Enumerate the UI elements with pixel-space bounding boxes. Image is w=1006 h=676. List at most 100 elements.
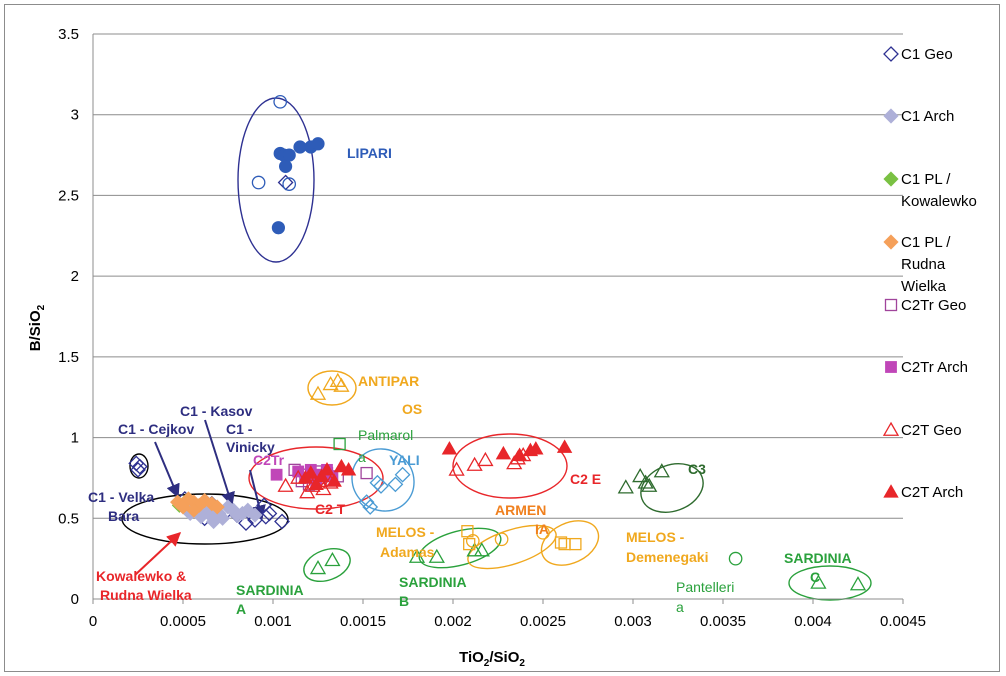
x-tick-label: 0.0035 xyxy=(700,613,746,630)
legend-label: C2Tr Geo xyxy=(901,297,966,314)
legend-marker xyxy=(883,108,899,124)
legend-marker xyxy=(883,234,899,250)
data-point xyxy=(271,221,285,235)
annotation-label: OS xyxy=(402,401,422,417)
data-point xyxy=(322,375,339,391)
y-tick-label: 2 xyxy=(71,268,79,285)
legend-marker xyxy=(883,171,899,187)
data-point xyxy=(569,537,582,551)
data-point xyxy=(617,479,634,494)
data-point xyxy=(810,574,827,589)
data-point xyxy=(324,551,341,567)
legend-label: C2T Arch xyxy=(901,484,963,501)
data-point xyxy=(309,385,327,400)
group-ellipse xyxy=(640,463,704,513)
annotation-label: YALI xyxy=(389,452,420,468)
annotation-label: Bara xyxy=(108,508,139,524)
data-point xyxy=(506,455,523,470)
data-point xyxy=(728,551,743,566)
data-point xyxy=(387,476,404,493)
group-ellipses xyxy=(121,97,872,601)
group-ellipse xyxy=(303,547,351,583)
data-point xyxy=(340,462,357,476)
legend-label: C1 PL / xyxy=(901,171,951,188)
data-point xyxy=(358,494,375,511)
data-point xyxy=(186,502,202,518)
data-point xyxy=(428,548,445,563)
y-tick-label: 0 xyxy=(71,591,79,608)
group-ellipse xyxy=(540,520,600,566)
data-point xyxy=(326,473,342,487)
data-point xyxy=(466,456,483,471)
legend-marker xyxy=(883,46,899,62)
data-point xyxy=(511,447,528,461)
data-point xyxy=(632,468,649,483)
data-point xyxy=(238,515,254,532)
legend: C1 Geo C1 Arch C1 PL / Kowalewko C1 PL / Rudn… xyxy=(882,46,977,501)
annotation-label: ARMEN xyxy=(495,502,546,518)
annotation-label: Demenegaki xyxy=(626,549,708,565)
annotation-label: Kowalewko & xyxy=(96,568,186,584)
annotation-label: SARDINIA xyxy=(399,574,467,590)
data-point xyxy=(362,499,379,515)
data-point xyxy=(473,542,490,557)
data-point xyxy=(394,466,411,483)
data-point xyxy=(373,478,389,494)
annotation-label: MELOS - xyxy=(376,524,435,540)
data-points xyxy=(128,94,867,591)
data-point xyxy=(319,462,335,476)
data-point xyxy=(360,466,373,480)
data-point xyxy=(309,560,327,575)
data-point xyxy=(333,377,350,392)
x-tick-label: 0.0025 xyxy=(520,613,566,630)
legend-label: C1 Geo xyxy=(901,46,953,63)
legend-marker xyxy=(885,361,897,373)
annotation-arrow xyxy=(154,441,180,499)
annotation-label: C1 - xyxy=(226,421,253,437)
group-ellipse xyxy=(788,565,872,601)
data-point xyxy=(278,159,293,173)
legend-marker xyxy=(882,421,900,436)
chart-frame xyxy=(4,4,1000,672)
annotation-label: Rudna Wielka xyxy=(100,587,192,603)
legend-label: C1 PL / xyxy=(901,234,951,251)
annotation-label: ANTIPAR xyxy=(358,373,419,389)
y-tick-label: 1.5 xyxy=(58,349,79,366)
group-ellipse xyxy=(452,433,568,499)
data-point xyxy=(251,175,266,190)
annotation-label: C1 - Cejkov xyxy=(118,421,194,437)
legend-label: Kowalewko xyxy=(901,193,977,210)
y-tick-label: 1 xyxy=(71,430,79,447)
data-point xyxy=(494,532,509,547)
annotation-label: C2 T xyxy=(315,501,346,517)
data-point xyxy=(311,137,325,151)
x-tick-label: 0 xyxy=(89,613,97,630)
y-tick-label: 3.5 xyxy=(58,26,79,43)
annotation-label: B xyxy=(399,593,409,609)
annotation-label: a xyxy=(358,449,366,465)
data-point xyxy=(282,177,297,191)
annotation-label: C1 - Velka xyxy=(88,489,154,505)
x-tick-label: 0.004 xyxy=(794,613,832,630)
x-tick-label: 0.0005 xyxy=(160,613,206,630)
annotation-label: C xyxy=(810,569,820,585)
data-point xyxy=(270,468,283,481)
data-point xyxy=(206,513,222,530)
legend-marker xyxy=(883,484,899,498)
x-tick-label: 0.003 xyxy=(614,613,652,630)
annotation-label: MELOS - xyxy=(626,529,685,545)
data-point xyxy=(408,548,426,563)
legend-label: Rudna xyxy=(901,256,946,273)
data-point xyxy=(209,499,225,515)
data-point xyxy=(463,537,476,551)
group-ellipse xyxy=(237,97,315,263)
annotation-label: Pantelleri xyxy=(676,579,734,595)
x-tick-label: 0.001 xyxy=(254,613,292,630)
annotation-arrows xyxy=(134,419,266,576)
data-point xyxy=(308,476,324,491)
axes: 0 0.5 1 1.5 2 2.5 3 3.5 0 0.0005 0.001 0.0015 0.002 0… xyxy=(58,26,926,630)
data-point xyxy=(465,534,480,548)
annotation-label: C2 E xyxy=(570,471,601,487)
data-point xyxy=(273,94,288,109)
